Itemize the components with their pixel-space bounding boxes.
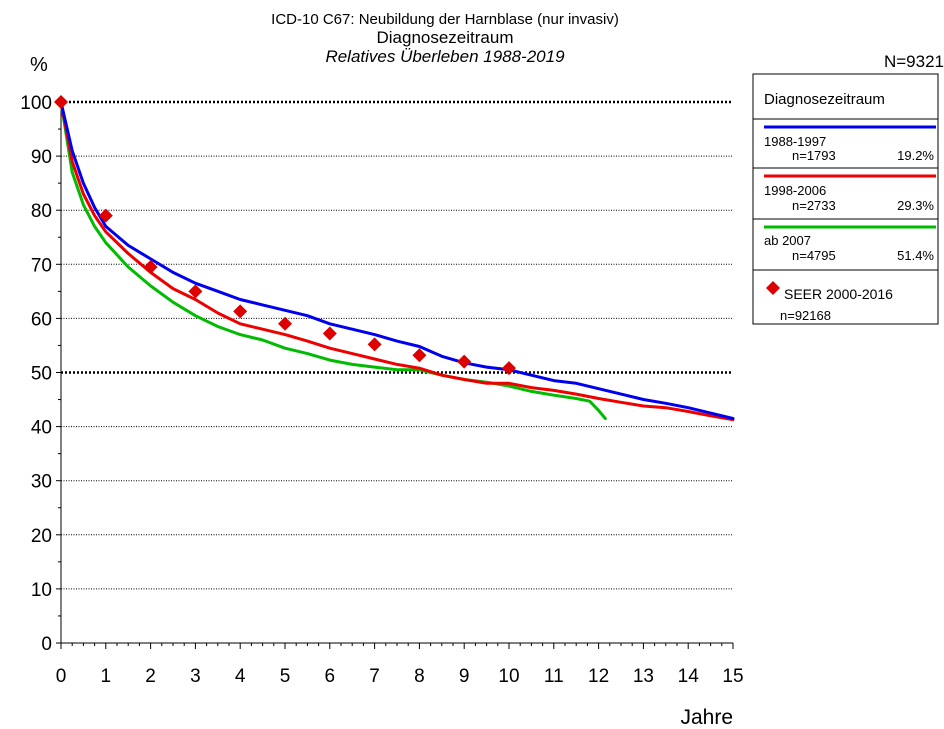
total-n: N=9321 <box>884 52 944 71</box>
x-tick-label-1: 1 <box>101 666 112 687</box>
legend-title: Diagnosezeitraum <box>764 91 885 108</box>
legend-box <box>752 73 939 325</box>
legend-pct-1988-1997: 19.2% <box>897 148 934 163</box>
y-axis-label: % <box>30 54 48 76</box>
x-tick-label-3: 3 <box>190 666 201 687</box>
seer-point-2 <box>143 260 158 275</box>
legend-label-1988-1997: 1988-1997 <box>764 134 826 149</box>
x-tick-label-5: 5 <box>280 666 291 687</box>
seer-point-3 <box>188 284 203 299</box>
chart-subtitle: Diagnosezeitraum <box>376 28 513 47</box>
y-tick-label-50: 50 <box>31 364 52 385</box>
x-tick-label-14: 14 <box>678 666 700 687</box>
x-tick-label-2: 2 <box>145 666 156 687</box>
x-tick-label-8: 8 <box>414 666 425 687</box>
y-tick-label-80: 80 <box>31 201 52 222</box>
seer-point-8 <box>412 348 427 363</box>
legend-label-1998-2006: 1998-2006 <box>764 183 826 198</box>
x-axis-label: Jahre <box>680 706 733 729</box>
x-tick-label-10: 10 <box>498 666 519 687</box>
chart-title: ICD-10 C67: Neubildung der Harnblase (nu… <box>271 11 619 28</box>
seer-point-10 <box>502 361 516 376</box>
x-tick-label-12: 12 <box>588 666 609 687</box>
legend: Diagnosezeitraum 1988-1997 n=1793 19.2% … <box>752 73 939 325</box>
seer-point-7 <box>367 337 382 352</box>
legend-pct-ab-2007: 51.4% <box>897 248 934 263</box>
seer-point-6 <box>322 326 337 341</box>
y-tick-label-10: 10 <box>31 580 52 601</box>
series-line-1998-2006 <box>59 100 735 422</box>
legend-label-seer: SEER 2000-2016 <box>784 286 893 302</box>
seer-point-4 <box>233 304 248 319</box>
legend-n-ab-2007: n=4795 <box>792 248 836 263</box>
series-line-ab-2007 <box>59 100 607 420</box>
y-tick-label-100: 100 <box>20 93 52 114</box>
x-tick-label-9: 9 <box>459 666 470 687</box>
legend-n-seer: n=92168 <box>780 308 831 323</box>
x-tick-label-4: 4 <box>235 666 246 687</box>
y-tick-label-40: 40 <box>31 418 52 439</box>
y-tick-label-90: 90 <box>31 147 52 168</box>
series-line-1988-1997 <box>59 100 735 420</box>
x-tick-label-7: 7 <box>369 666 380 687</box>
y-tick-label-60: 60 <box>31 309 52 330</box>
y-tick-label-70: 70 <box>31 255 52 276</box>
series-lines <box>59 100 735 422</box>
seer-point-5 <box>278 316 292 331</box>
seer-markers <box>54 95 516 376</box>
legend-pct-1998-2006: 29.3% <box>897 198 934 213</box>
x-tick-label-0: 0 <box>56 666 67 687</box>
y-tick-label-0: 0 <box>41 634 52 655</box>
y-tick-label-30: 30 <box>31 472 52 493</box>
chart-subtitle2: Relatives Überleben 1988-2019 <box>325 47 565 66</box>
seer-point-9 <box>457 354 472 369</box>
y-tick-label-20: 20 <box>31 526 52 547</box>
legend-n-1988-1997: n=1793 <box>792 148 836 163</box>
legend-diamond-icon <box>766 281 780 295</box>
x-tick-label-11: 11 <box>544 666 564 687</box>
x-tick-label-15: 15 <box>722 666 743 687</box>
legend-n-1998-2006: n=2733 <box>792 198 836 213</box>
x-tick-label-6: 6 <box>325 666 336 687</box>
grid-lines <box>61 100 733 590</box>
legend-label-ab-2007: ab 2007 <box>764 233 811 248</box>
seer-point-0 <box>54 95 68 109</box>
x-tick-label-13: 13 <box>633 666 654 687</box>
seer-point-1 <box>98 208 113 223</box>
